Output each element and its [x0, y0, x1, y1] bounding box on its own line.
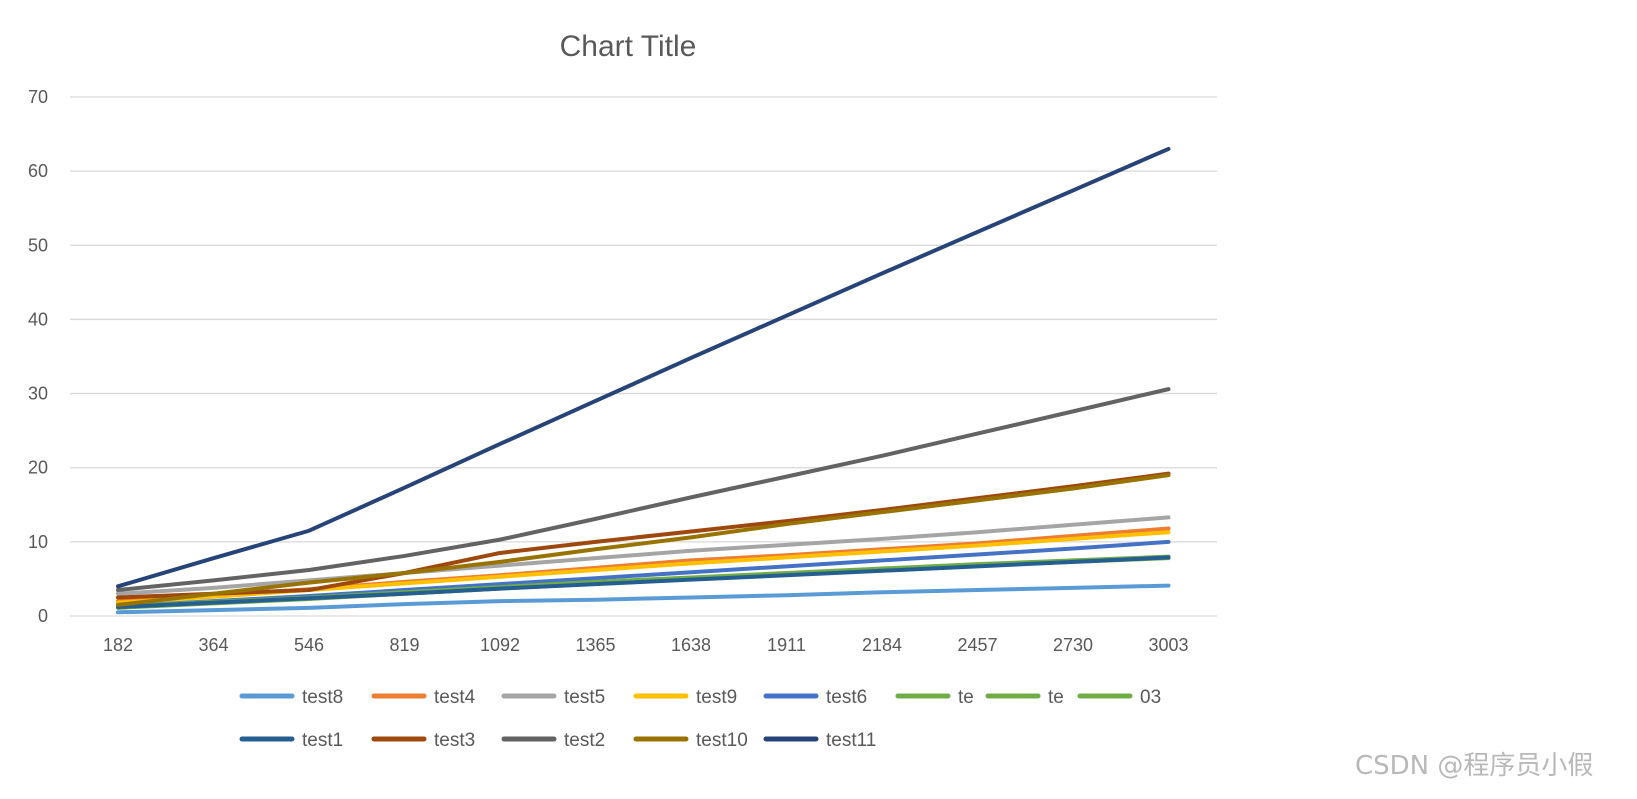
watermark: CSDN @程序员小假 — [1355, 745, 1593, 782]
chart-title: Chart Title — [560, 30, 697, 63]
legend-label: te — [1048, 687, 1064, 708]
x-tick-label: 819 — [389, 635, 419, 655]
x-tick-label: 1911 — [767, 635, 806, 655]
legend-label: test11 — [826, 730, 876, 751]
series-line-test11 — [118, 149, 1169, 586]
x-tick-label: 3003 — [1148, 635, 1188, 655]
series-line-test2 — [118, 389, 1169, 590]
legend-label: test4 — [434, 687, 476, 708]
legend-label: 03 — [1140, 687, 1161, 708]
legend-label: test2 — [564, 730, 605, 751]
y-tick-label: 70 — [28, 87, 48, 107]
x-tick-label: 2457 — [957, 635, 997, 655]
legend-label: test6 — [826, 687, 867, 708]
x-axis: 182 364 546 819 1092 1365 1638 1911 2184 2457 2730… — [103, 635, 1189, 655]
legend-label: test10 — [696, 730, 748, 751]
x-tick-label: 1365 — [575, 635, 615, 655]
legend: test8 test4 test5 test9 test6 te te 03 test1 test… — [242, 687, 1161, 751]
y-tick-label: 40 — [28, 309, 48, 329]
y-tick-label: 10 — [28, 532, 48, 552]
legend-label: test1 — [302, 730, 343, 751]
legend-label: test3 — [434, 730, 475, 751]
x-tick-label: 182 — [103, 635, 133, 655]
y-tick-label: 60 — [28, 161, 48, 181]
y-tick-label: 30 — [28, 384, 48, 404]
x-tick-label: 2184 — [862, 635, 902, 655]
line-chart: Chart Title 0 10 20 30 40 50 60 70 182 364 546 819… — [0, 0, 1637, 799]
plot-area — [118, 149, 1169, 612]
legend-label: test9 — [696, 687, 737, 708]
legend-label: te — [958, 687, 974, 708]
legend-label: test8 — [302, 687, 343, 708]
x-tick-label: 1092 — [480, 635, 520, 655]
legend-label: test5 — [564, 687, 605, 708]
y-axis: 0 10 20 30 40 50 60 70 — [28, 87, 48, 626]
x-tick-label: 2730 — [1053, 635, 1093, 655]
y-tick-label: 50 — [28, 235, 48, 255]
y-tick-label: 0 — [38, 606, 48, 626]
x-tick-label: 546 — [294, 635, 324, 655]
x-tick-label: 1638 — [671, 635, 711, 655]
y-tick-label: 20 — [28, 458, 48, 478]
x-tick-label: 364 — [198, 635, 228, 655]
